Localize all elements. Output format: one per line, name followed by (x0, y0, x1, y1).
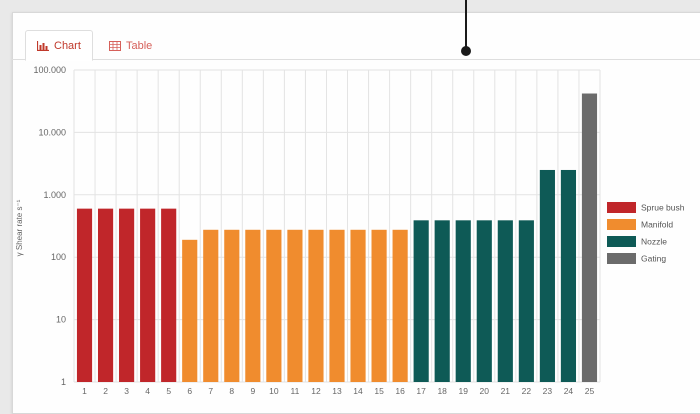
x-tick-label: 25 (585, 386, 595, 396)
x-tick-label: 19 (459, 386, 469, 396)
y-tick-label: 1 (61, 377, 66, 387)
y-axis-title: γ Shear rate s⁻¹ (15, 199, 24, 256)
legend-label: Nozzle (641, 237, 667, 247)
x-tick-label: 3 (124, 386, 129, 396)
tab-table[interactable]: Table (101, 31, 160, 61)
x-tick-label: 20 (480, 386, 490, 396)
y-tick-label: 10 (56, 315, 66, 325)
bar-1 (76, 208, 93, 382)
bar-11 (287, 229, 303, 382)
bar-9 (245, 229, 261, 382)
y-tick-label: 10.000 (38, 127, 66, 137)
x-tick-labels: 1 2 3 4 5 6 7 8 9 10 11 12 13 14 15 16 17 18 19 20 21 22 23 24 2… (82, 386, 594, 396)
x-tick-label: 2 (103, 386, 108, 396)
x-tick-label: 17 (416, 386, 426, 396)
x-tick-label: 18 (437, 386, 447, 396)
x-tick-label: 4 (145, 386, 150, 396)
bar-7 (203, 229, 219, 382)
legend-swatch (607, 219, 636, 230)
bar-chart-icon (37, 40, 49, 51)
pointer-dot (461, 46, 471, 56)
legend-swatch (607, 253, 636, 264)
bar-2 (97, 208, 114, 382)
tab-bar: Chart Table (12, 19, 700, 61)
x-tick-label: 14 (353, 386, 363, 396)
pointer-line (465, 0, 467, 47)
bar-22 (518, 220, 534, 382)
x-tick-label: 7 (208, 386, 213, 396)
y-tick-labels: 1 10 100 1.000 10.000 100.000 (33, 65, 66, 387)
bar-14 (350, 229, 366, 382)
tab-chart[interactable]: Chart (25, 30, 93, 61)
x-tick-label: 10 (269, 386, 279, 396)
legend: Sprue bush Manifold Nozzle Gating (607, 202, 685, 264)
bar-23 (539, 169, 555, 382)
x-tick-label: 16 (395, 386, 405, 396)
legend-swatch (607, 202, 636, 213)
x-tick-label: 8 (229, 386, 234, 396)
x-tick-label: 22 (522, 386, 532, 396)
bar-13 (329, 229, 345, 382)
bar-6 (182, 239, 198, 382)
x-tick-label: 6 (187, 386, 192, 396)
x-tick-label: 1 (82, 386, 87, 396)
y-tick-label: 100 (51, 252, 66, 262)
x-tick-label: 12 (311, 386, 321, 396)
bar-24 (560, 169, 577, 382)
table-icon (109, 41, 121, 51)
x-tick-label: 11 (291, 386, 300, 396)
legend-label: Gating (641, 254, 666, 264)
bars (76, 93, 598, 382)
legend-swatch (607, 236, 636, 247)
bar-25 (581, 93, 598, 382)
tab-chart-label: Chart (54, 39, 81, 52)
bar-19 (455, 220, 471, 382)
x-tick-label: 13 (332, 386, 342, 396)
bar-5 (161, 208, 177, 382)
x-tick-label: 9 (250, 386, 255, 396)
bar-15 (371, 229, 387, 382)
bar-17 (413, 220, 429, 382)
legend-label: Sprue bush (641, 203, 685, 213)
x-tick-label: 24 (564, 386, 574, 396)
x-tick-label: 15 (374, 386, 384, 396)
bar-10 (266, 229, 282, 382)
x-tick-label: 5 (166, 386, 171, 396)
y-tick-label: 100.000 (33, 65, 66, 75)
bar-20 (476, 220, 492, 382)
x-tick-label: 23 (543, 386, 553, 396)
bar-18 (434, 220, 450, 382)
bar-12 (308, 229, 324, 382)
x-tick-label: 21 (501, 386, 511, 396)
y-tick-label: 1.000 (43, 190, 66, 200)
legend-label: Manifold (641, 220, 673, 230)
bar-16 (392, 229, 408, 382)
bar-3 (119, 208, 135, 382)
bar-8 (224, 229, 240, 382)
tab-table-label: Table (126, 40, 153, 52)
bar-21 (497, 220, 513, 382)
bar-4 (140, 208, 156, 382)
